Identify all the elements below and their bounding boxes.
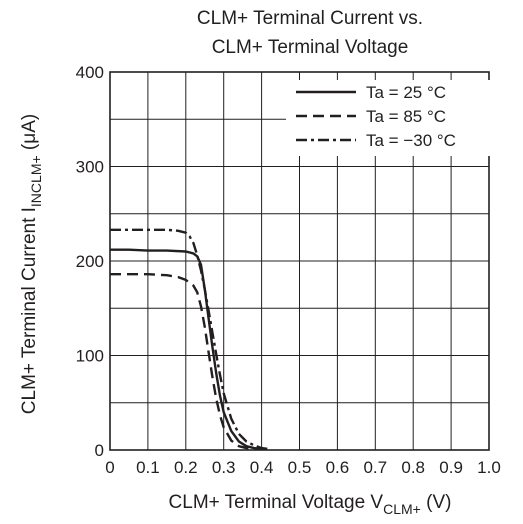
legend-label-1: Ta = 25 °C [366, 83, 446, 102]
legend-label-3: Ta = −30 °C [366, 131, 456, 150]
legend-label-2: Ta = 85 °C [366, 107, 446, 126]
x-tick-label: 0 [105, 458, 114, 477]
chart-title-line-2: CLM+ Terminal Voltage [212, 37, 409, 58]
y-tick-label: 200 [76, 252, 104, 271]
y-tick-label: 400 [76, 63, 104, 82]
series-line-1 [110, 248, 262, 451]
x-axis-label-subscript: CLM+ [383, 501, 421, 517]
series-line-3 [110, 228, 270, 451]
x-tick-label: 0.1 [136, 458, 160, 477]
x-tick-label: 0.6 [326, 458, 350, 477]
x-tick-label: 0.8 [401, 458, 425, 477]
chart-title-line-1: CLM+ Terminal Current vs. [197, 8, 423, 29]
x-tick-label: 0.5 [288, 458, 312, 477]
plot-frame [109, 71, 490, 451]
x-axis-label-main: CLM+ Terminal Voltage V [169, 492, 384, 513]
tick-labels: 0 0.1 0.2 0.3 0.4 0.5 0.6 0.7 0.8 0.9 1.0 0 100 200 30… [76, 63, 501, 477]
y-axis-label: CLM+ Terminal Current IINCLM+ (μA) [19, 114, 44, 414]
x-axis-label: CLM+ Terminal Voltage VCLM+ (V) [169, 492, 452, 517]
x-tick-label: 0.9 [439, 458, 463, 477]
x-tick-label: 0.3 [212, 458, 236, 477]
x-tick-label: 1.0 [477, 458, 501, 477]
y-axis-label-subscript: INCLM+ [28, 155, 44, 207]
x-tick-label: 0.7 [363, 458, 387, 477]
y-axis-label-main: CLM+ Terminal Current I [19, 207, 40, 414]
y-axis-label-unit: (μA) [19, 114, 40, 156]
series-layer [110, 228, 270, 451]
y-tick-label: 100 [76, 347, 104, 366]
x-tick-label: 0.4 [250, 458, 274, 477]
y-tick-label: 0 [95, 441, 104, 460]
series-line-2 [110, 273, 255, 451]
x-tick-label: 0.2 [174, 458, 198, 477]
legend: Ta = 25 °C Ta = 85 °C Ta = −30 °C [286, 80, 490, 156]
y-tick-label: 300 [76, 158, 104, 177]
x-axis-label-unit: (V) [421, 492, 452, 513]
